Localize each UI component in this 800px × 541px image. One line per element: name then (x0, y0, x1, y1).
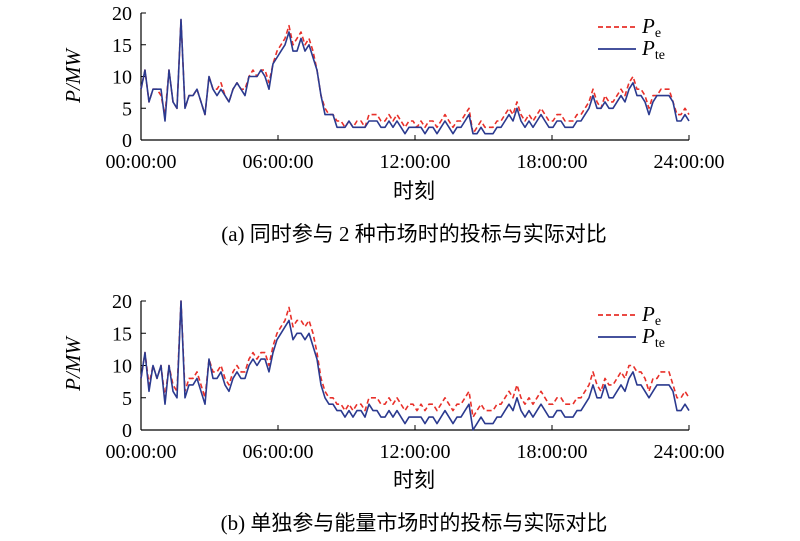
chart-caption: (a) 同时参与 2 种市场时的投标与实际对比 (221, 222, 607, 246)
x-tick-label: 12:00:00 (379, 151, 450, 173)
y-tick-label: 5 (122, 98, 132, 120)
legend-label-main: P (641, 14, 655, 38)
x-ticks: 00:00:00 06:00:00 12:00:00 18:00:00 24:00:00 (105, 135, 725, 173)
y-ticks: 0 5 10 15 20 (112, 291, 146, 442)
y-tick-label: 10 (112, 67, 132, 89)
legend-label-sub: te (655, 48, 665, 63)
x-axis-label: 时刻 (393, 179, 435, 203)
y-tick-label: 15 (112, 323, 132, 345)
y-axis-label: P/MW (61, 335, 85, 392)
legend-label-main: P (641, 324, 655, 348)
x-tick-label: 12:00:00 (379, 441, 450, 463)
x-tick-label: 00:00:00 (105, 151, 176, 173)
chart-panel-b: P/MW 0 5 10 15 20 00:00:00 06:00:00 12:00:00 18… (61, 291, 725, 535)
x-tick-label: 18:00:00 (516, 151, 587, 173)
plot-area (140, 300, 690, 431)
legend-label-sub: e (655, 26, 661, 41)
y-ticks: 0 5 10 15 20 (112, 3, 146, 152)
chart-caption: (b) 单独参与能量市场时的投标与实际对比 (221, 511, 608, 535)
y-tick-label: 10 (112, 356, 132, 378)
x-tick-label: 06:00:00 (242, 151, 313, 173)
series-line-pe (140, 18, 690, 135)
x-ticks: 00:00:00 06:00:00 12:00:00 18:00:00 24:00:00 (105, 425, 725, 463)
x-axis-label: 时刻 (393, 468, 435, 492)
y-axis-label-text: P/MW (61, 335, 85, 392)
plot-area (140, 13, 690, 141)
legend-label-pte: Pte (641, 324, 665, 351)
legend-label-main: P (641, 302, 655, 326)
legend-label-sub: te (655, 336, 665, 351)
y-tick-label: 5 (122, 388, 132, 410)
y-tick-label: 20 (112, 291, 132, 313)
series-line-pte (140, 18, 690, 135)
series-line-pte (140, 300, 690, 431)
legend-label-pte: Pte (641, 36, 665, 63)
series-line-pe (140, 300, 690, 418)
legend-label-pe: Pe (641, 14, 661, 41)
legend-label-sub: e (655, 314, 661, 329)
legend-label-pe: Pe (641, 302, 661, 329)
x-tick-label: 18:00:00 (516, 441, 587, 463)
x-tick-label: 00:00:00 (105, 441, 176, 463)
y-axis-label: P/MW (61, 47, 85, 104)
y-tick-label: 15 (112, 35, 132, 57)
y-tick-label: 20 (112, 3, 132, 25)
x-tick-label: 06:00:00 (242, 441, 313, 463)
x-tick-label: 24:00:00 (653, 151, 724, 173)
y-axis-label-text: P/MW (61, 47, 85, 104)
chart-panel-a: P/MW 0 5 10 15 20 00:00:00 06:00:00 12:00:00 18… (61, 3, 725, 246)
y-tick-label: 0 (122, 420, 132, 442)
x-tick-label: 24:00:00 (653, 441, 724, 463)
y-tick-label: 0 (122, 130, 132, 152)
legend-label-main: P (641, 36, 655, 60)
